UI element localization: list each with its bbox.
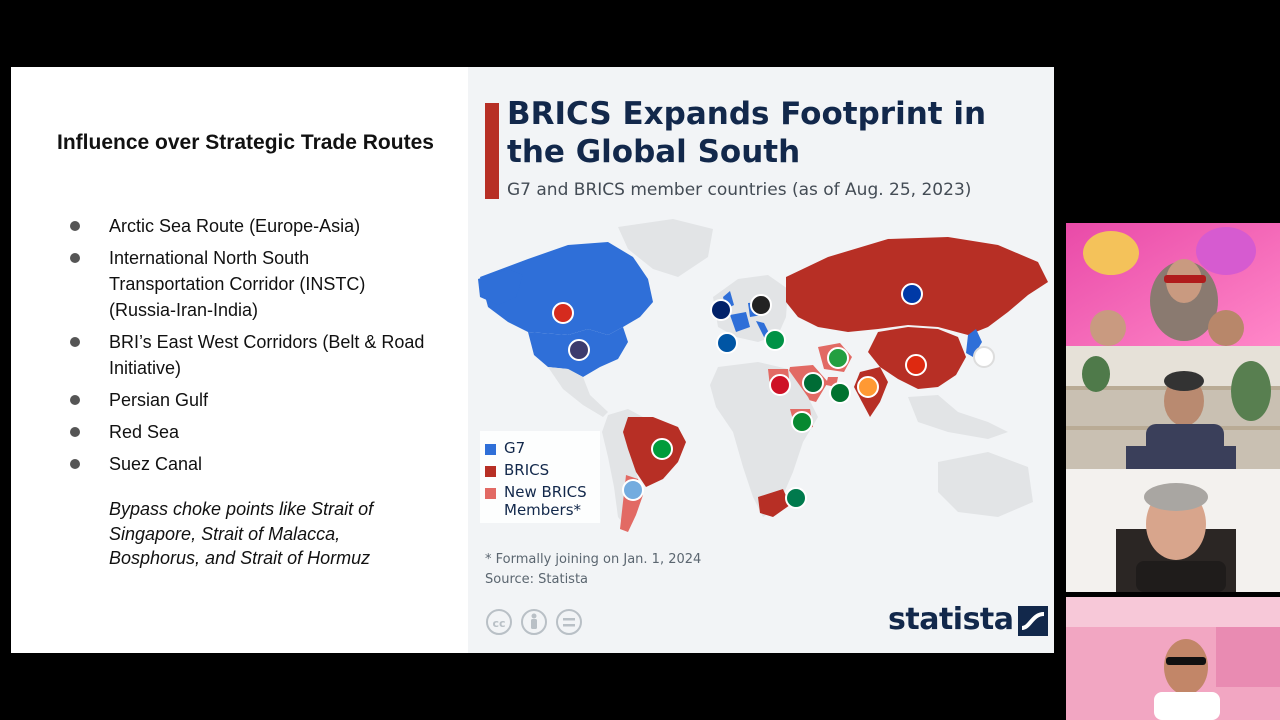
- flag-japan-icon: [973, 346, 995, 368]
- map-legend: G7 BRICS New BRICS Members*: [480, 431, 600, 523]
- video-feed-2: [1066, 346, 1280, 469]
- france-shape: [730, 312, 750, 332]
- africa-shape: [710, 362, 818, 517]
- flag-russia-icon: [901, 283, 923, 305]
- bullet-dot-icon: [70, 395, 80, 405]
- video-feed-1: [1066, 223, 1280, 346]
- infographic-title: BRICS Expands Footprint in the Global So…: [507, 96, 987, 170]
- greenland-shape: [618, 219, 713, 277]
- bullet-dot-icon: [70, 427, 80, 437]
- brand-name: statista: [888, 602, 1014, 637]
- bullet-item: Arctic Sea Route (Europe-Asia): [67, 213, 427, 239]
- flag-south-africa-icon: [785, 487, 807, 509]
- video-feed-3: [1066, 469, 1280, 592]
- canada-shape: [480, 242, 653, 335]
- participant-video-1[interactable]: [1066, 223, 1280, 346]
- license-icons: cc: [486, 609, 582, 635]
- flag-italy-icon: [764, 329, 786, 351]
- choke-points-note: Bypass choke points like Strait of Singa…: [109, 499, 374, 568]
- legend-item-new-brics: New BRICS Members*: [485, 483, 595, 519]
- flag-china-icon: [905, 354, 927, 376]
- cc-icon: cc: [486, 609, 512, 635]
- bullet-dot-icon: [70, 459, 80, 469]
- flag-germany-icon: [750, 294, 772, 316]
- legend-swatch-brics: [485, 466, 496, 477]
- bullet-dot-icon: [70, 337, 80, 347]
- flag-india-icon: [857, 376, 879, 398]
- slide-title: Influence over Strategic Trade Routes: [57, 131, 434, 154]
- legend-item-brics: BRICS: [485, 461, 549, 479]
- flag-uk-icon: [710, 299, 732, 321]
- source-credit: Source: Statista: [485, 572, 589, 587]
- flag-egypt-icon: [769, 374, 791, 396]
- video-feed-4: [1066, 597, 1280, 720]
- japan-shape: [966, 329, 982, 357]
- alaska-shape: [478, 269, 523, 305]
- bullet-list: Arctic Sea Route (Europe-Asia) Internati…: [67, 213, 427, 483]
- southeast-asia-shape: [908, 395, 1008, 439]
- participant-video-3[interactable]: [1066, 469, 1280, 592]
- statista-logo-icon: [1018, 606, 1048, 636]
- flag-canada-icon: [552, 302, 574, 324]
- australia-shape: [938, 452, 1033, 517]
- bullet-item: Suez Canal: [67, 451, 427, 477]
- mexico-shape: [548, 367, 608, 417]
- bullet-dot-icon: [70, 253, 80, 263]
- statista-infographic: BRICS Expands Footprint in the Global So…: [468, 67, 1054, 653]
- footnote: * Formally joining on Jan. 1, 2024: [485, 552, 702, 567]
- south-africa-shape: [758, 489, 790, 517]
- participant-video-4[interactable]: [1066, 597, 1280, 720]
- flag-saudi-arabia-icon: [802, 372, 824, 394]
- legend-item-g7: G7: [485, 439, 525, 457]
- flag-argentina-icon: [622, 479, 644, 501]
- bullet-dot-icon: [70, 221, 80, 231]
- flag-usa-icon: [568, 339, 590, 361]
- legend-swatch-new-brics: [485, 488, 496, 499]
- flag-markers: [552, 283, 995, 509]
- flag-brazil-icon: [651, 438, 673, 460]
- presentation-slide: Influence over Strategic Trade Routes Ar…: [11, 67, 1054, 653]
- by-icon: [521, 609, 547, 635]
- flag-uae-icon: [829, 382, 851, 404]
- svg-text:cc: cc: [492, 617, 505, 630]
- participant-video-2[interactable]: [1066, 346, 1280, 469]
- statista-logo: statista: [888, 601, 1048, 639]
- infographic-subtitle: G7 and BRICS member countries (as of Aug…: [507, 180, 972, 200]
- flag-ethiopia-icon: [791, 411, 813, 433]
- nd-icon: [556, 609, 582, 635]
- bullet-item: BRI’s East West Corridors (Belt & Road I…: [67, 329, 427, 381]
- slide-text-pane: Influence over Strategic Trade Routes Ar…: [11, 67, 468, 653]
- legend-swatch-g7: [485, 444, 496, 455]
- title-accent-bar: [485, 103, 499, 199]
- bullet-item: Red Sea: [67, 419, 427, 445]
- bullet-item: International North South Transportation…: [67, 245, 427, 323]
- flag-france-icon: [716, 332, 738, 354]
- flag-iran-icon: [827, 347, 849, 369]
- bullet-item: Persian Gulf: [67, 387, 427, 413]
- world-map: [478, 219, 1048, 532]
